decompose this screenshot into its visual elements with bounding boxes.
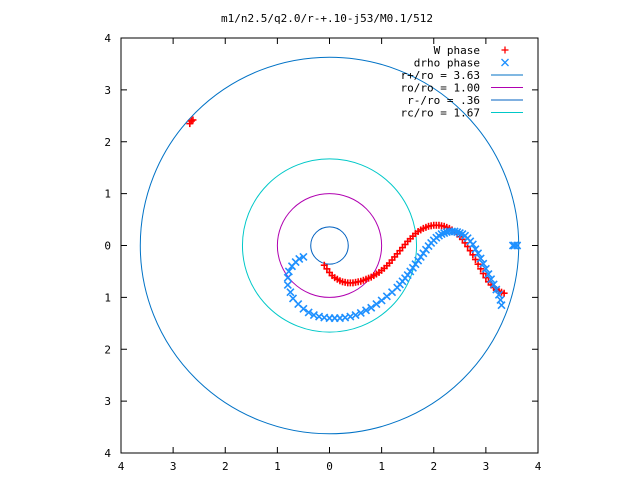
legend-marker xyxy=(501,58,509,67)
drho-phase-point xyxy=(284,267,293,276)
drho-phase-point xyxy=(492,285,501,294)
circle-r+/ro = 3.63 xyxy=(139,56,520,435)
w-phase-point xyxy=(320,261,328,269)
drho-phase-point xyxy=(481,264,490,273)
y-tick-label: 4 xyxy=(104,32,111,45)
x-tick-label: 1 xyxy=(274,460,281,473)
y-tick-label: 3 xyxy=(104,84,111,97)
y-tick-label: 1 xyxy=(104,188,111,201)
drho-phase-point xyxy=(283,273,292,282)
chart-title: m1/n2.5/q2.0/r-+.10-j53/M0.1/512 xyxy=(221,12,433,25)
x-tick-label: 2 xyxy=(222,460,229,473)
w-phase-point xyxy=(466,247,474,255)
drho-phase-point xyxy=(283,280,292,289)
drho-phase-point xyxy=(473,249,483,258)
legend-label: drho phase xyxy=(414,57,480,70)
legend-label: ro/ro = 1.00 xyxy=(401,82,480,95)
drho-phase-point xyxy=(496,295,505,305)
drho-phase-point xyxy=(510,241,519,250)
drho-phase-point xyxy=(361,306,371,315)
circle-ro/ro = 1.00 xyxy=(276,193,383,298)
drho-phase-point xyxy=(479,259,488,268)
drho-phase-point xyxy=(288,294,298,303)
legend-label: W phase xyxy=(434,44,480,57)
drho-phase-point xyxy=(487,275,496,284)
x-tick-label: 2 xyxy=(430,460,437,473)
drho-phase-point xyxy=(356,308,365,318)
drho-phase-point xyxy=(484,269,493,279)
drho-phase-point xyxy=(309,310,318,320)
drho-phase-point xyxy=(494,290,503,299)
drho-phase-point xyxy=(367,303,376,312)
drho-phase-point xyxy=(471,245,480,254)
data-series xyxy=(186,116,522,323)
w-phase-point xyxy=(500,289,508,297)
legend-label: r+/ro = 3.63 xyxy=(401,69,480,82)
drho-phase-point xyxy=(315,312,324,321)
circle-r-/ro = .36 xyxy=(310,226,349,265)
legend-label: rc/ro = 1.67 xyxy=(401,107,480,120)
drho-phase-point xyxy=(489,280,498,289)
x-tick-label: 0 xyxy=(326,460,333,473)
w-phase-point xyxy=(189,116,197,124)
legend-marker xyxy=(501,46,509,54)
y-tick-label: 0 xyxy=(104,240,111,253)
reference-circles xyxy=(139,56,520,435)
x-tick-label: 4 xyxy=(118,460,125,473)
y-tick-label: 4 xyxy=(104,447,111,460)
drho-phase-point xyxy=(476,254,485,263)
x-tick-label: 3 xyxy=(170,460,177,473)
legend-label: r-/ro = .36 xyxy=(407,94,480,107)
y-tick-label: 3 xyxy=(104,395,111,408)
x-tick-label: 4 xyxy=(535,460,542,473)
circle-rc/ro = 1.67 xyxy=(241,158,418,333)
drho-phase-point xyxy=(304,308,313,317)
x-tick-label: 3 xyxy=(483,460,490,473)
drho-phase-point xyxy=(295,254,304,264)
w-phase-point xyxy=(471,256,479,264)
w-phase-point xyxy=(323,265,331,273)
y-tick-label: 2 xyxy=(104,343,111,356)
drho-phase-point xyxy=(286,288,295,297)
x-tick-label: 1 xyxy=(378,460,385,473)
drho-phase-point xyxy=(508,241,518,250)
drho-phase-point xyxy=(299,252,308,261)
drho-phase-point xyxy=(377,296,386,305)
y-tick-label: 1 xyxy=(104,291,111,304)
drho-phase-point xyxy=(372,300,381,309)
w-phase-point xyxy=(186,120,194,128)
y-tick-label: 2 xyxy=(104,136,111,149)
